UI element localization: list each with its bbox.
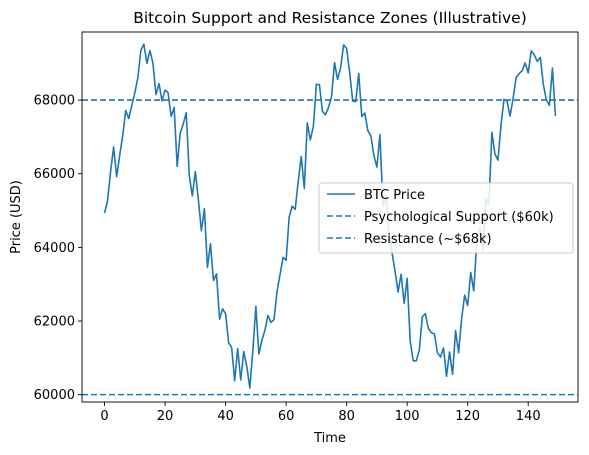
legend-box [318,182,574,254]
legend-label-btc-price: BTC Price [364,188,425,203]
x-tick-label: 0 [100,409,108,424]
legend-label-support: Psychological Support ($60k) [364,210,554,225]
x-tick-label: 20 [157,409,174,424]
x-axis-label: Time [313,431,346,446]
y-tick-label: 66000 [34,167,75,182]
y-axis-label: Price (USD) [9,180,24,254]
y-tick-label: 60000 [34,388,75,403]
y-axis: 60000 62000 64000 66000 68000 [34,94,82,403]
legend: BTC Price Psychological Support ($60k) R… [318,182,574,254]
x-tick-label: 100 [395,409,420,424]
x-axis: 0 20 40 60 80 100 120 140 [100,402,541,424]
y-tick-label: 62000 [34,315,75,330]
y-tick-label: 68000 [34,94,75,109]
legend-label-resistance: Resistance (~$68k) [364,232,492,247]
x-tick-label: 60 [278,409,295,424]
chart-title: Bitcoin Support and Resistance Zones (Il… [133,9,527,27]
x-tick-label: 120 [455,409,480,424]
x-tick-label: 40 [217,409,234,424]
x-tick-label: 80 [338,409,355,424]
plot-frame [81,31,579,403]
y-tick-label: 64000 [34,241,75,256]
x-tick-label: 140 [516,409,541,424]
